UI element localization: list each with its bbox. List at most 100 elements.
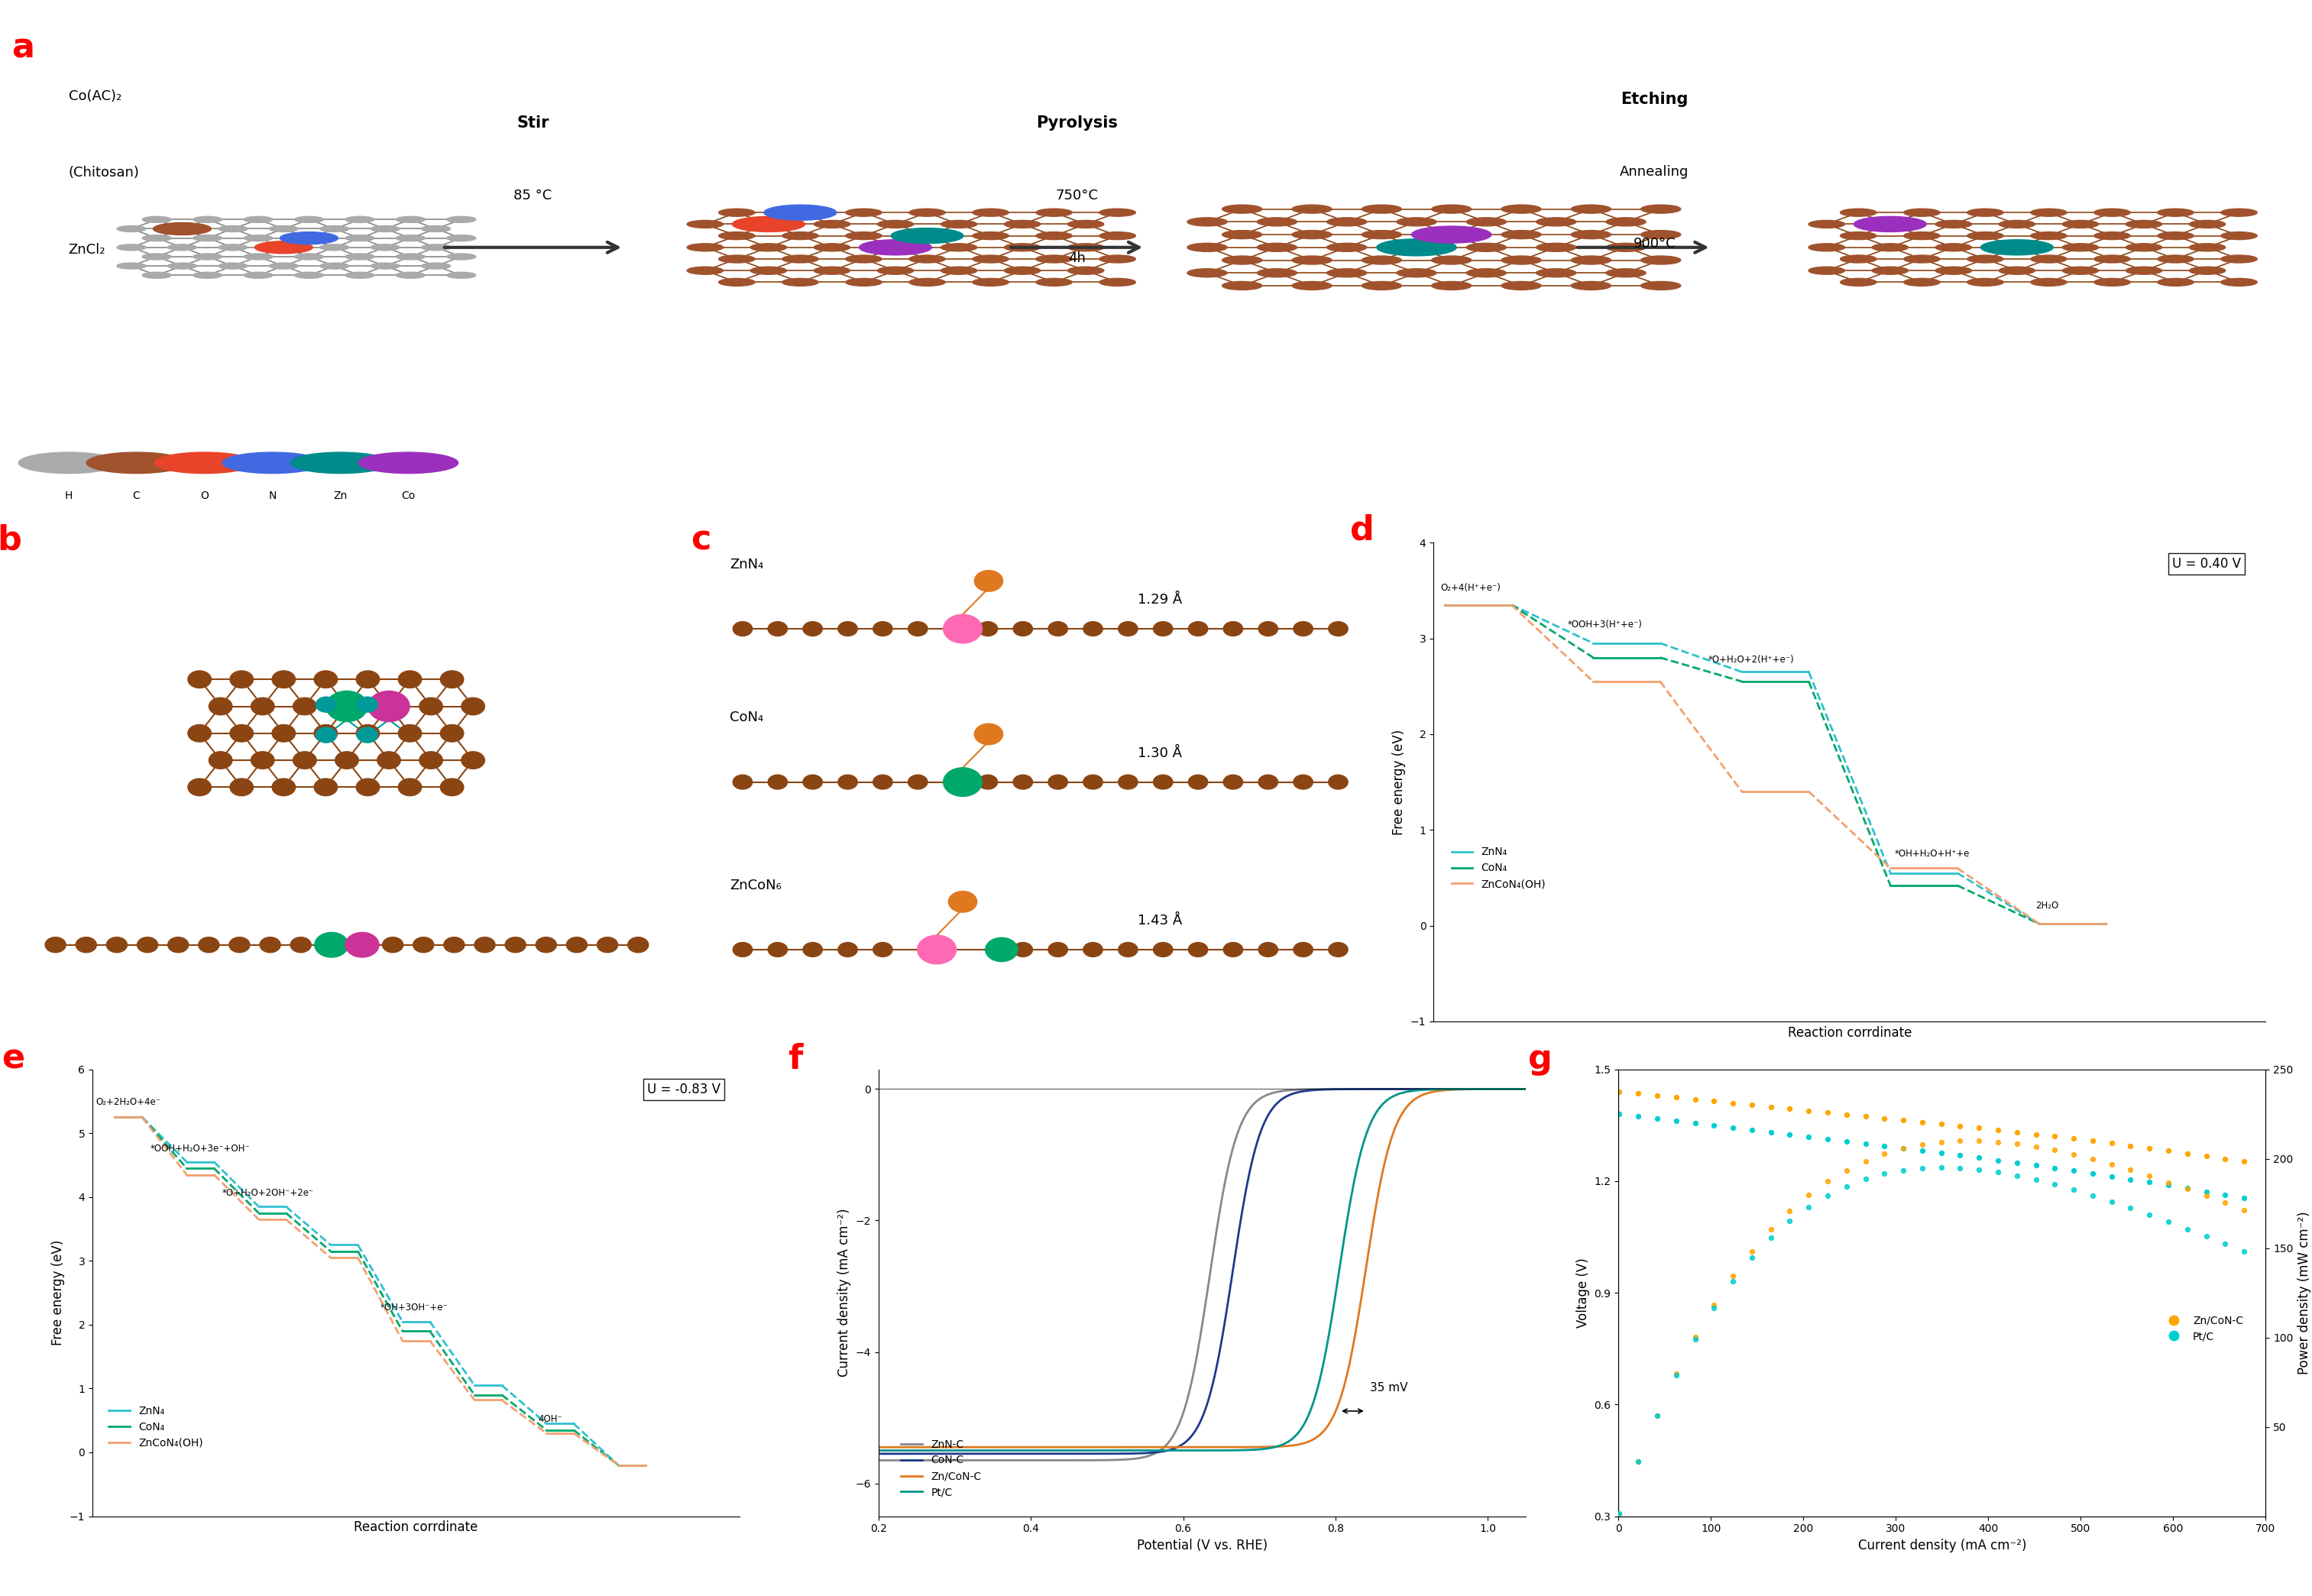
Circle shape [1154,622,1172,637]
Circle shape [846,278,881,286]
Circle shape [319,225,349,231]
Circle shape [2030,255,2067,263]
Text: 2H₂O: 2H₂O [2035,900,2058,911]
Circle shape [943,614,983,643]
Zn/CoN-C [2018,1122,2055,1148]
Circle shape [418,697,442,715]
Circle shape [1935,244,1972,251]
Text: Annealing: Annealing [1621,164,1690,179]
Circle shape [751,244,786,251]
Circle shape [1258,776,1279,790]
Circle shape [414,937,435,953]
Circle shape [252,752,275,769]
Circle shape [314,725,338,742]
Circle shape [1292,776,1313,790]
Circle shape [199,937,220,953]
Text: f: f [788,1042,802,1076]
Circle shape [208,697,231,715]
Circle shape [187,725,210,742]
Circle shape [943,768,983,796]
Circle shape [1258,622,1279,637]
Circle shape [973,570,1003,592]
Circle shape [1013,622,1033,637]
Y-axis label: Current density (mA cm⁻²): Current density (mA cm⁻²) [837,1208,851,1377]
Circle shape [2000,267,2035,275]
Circle shape [846,209,881,217]
Circle shape [356,779,379,796]
Point [1600,1500,1637,1526]
Circle shape [566,937,587,953]
Point [1961,1157,1998,1183]
Point [2132,1202,2169,1227]
Zn/CoN-C [1734,1092,1771,1117]
Zn/CoN-C [1600,1079,1637,1104]
Circle shape [294,697,317,715]
Circle shape [948,891,978,913]
Point [1752,1216,1789,1242]
Circle shape [1258,268,1297,278]
Zn/CoN-C [2187,1143,2224,1168]
Circle shape [2095,231,2129,239]
Circle shape [1258,942,1279,956]
Circle shape [781,231,818,239]
Pt/C [1903,1138,1940,1163]
Circle shape [814,267,851,275]
Circle shape [370,244,400,251]
Circle shape [1968,255,2005,263]
Circle shape [1223,942,1244,956]
Zn/CoN-C [1789,1098,1826,1124]
ZnN-C [1336,1079,1364,1098]
Circle shape [1223,204,1262,214]
Circle shape [536,937,557,953]
Circle shape [837,622,858,637]
Zn/CoN-C [1829,1101,1866,1127]
Text: d: d [1350,514,1376,547]
Circle shape [1188,622,1207,637]
Circle shape [1047,942,1068,956]
Circle shape [874,776,892,790]
Zn/CoN-C [1808,1100,1845,1125]
Circle shape [1642,230,1681,239]
Circle shape [1036,231,1073,239]
Circle shape [143,217,171,222]
Zn/CoN-C [1924,1111,1961,1136]
Zn/CoN-C [1676,1087,1713,1112]
Text: 1.29 Å: 1.29 Å [1138,594,1181,606]
Zn/CoN-C [2206,1146,2243,1171]
CoN-C [1272,1087,1299,1106]
Zn/CoN-C [2055,1125,2092,1151]
Pt/C [2037,1156,2074,1181]
Circle shape [319,263,349,270]
Y-axis label: Free energy (eV): Free energy (eV) [51,1240,65,1345]
Point [2113,1195,2150,1221]
Circle shape [217,225,247,231]
Circle shape [802,942,823,956]
Circle shape [763,204,837,220]
Line: CoN-C: CoN-C [879,1088,1526,1454]
Point [1961,1128,1998,1154]
Circle shape [1396,268,1436,278]
Circle shape [294,273,324,278]
Circle shape [909,622,927,637]
Circle shape [143,235,171,241]
Circle shape [918,935,957,964]
Point [2092,1151,2129,1176]
Circle shape [1188,217,1228,227]
Point [2074,1146,2111,1171]
Circle shape [1003,244,1040,251]
Pt/C [1866,1133,1903,1159]
Circle shape [1188,243,1228,252]
Point [1716,1264,1752,1290]
Circle shape [1935,220,1972,228]
Circle shape [1098,278,1135,286]
Point [2206,1191,2243,1216]
Text: U = -0.83 V: U = -0.83 V [647,1082,721,1096]
Circle shape [268,225,298,231]
Point [1621,1449,1658,1475]
Circle shape [1535,268,1577,278]
Point [1789,1194,1826,1219]
Point [1924,1156,1961,1181]
Circle shape [155,452,254,474]
Circle shape [294,254,324,260]
Circle shape [874,942,892,956]
